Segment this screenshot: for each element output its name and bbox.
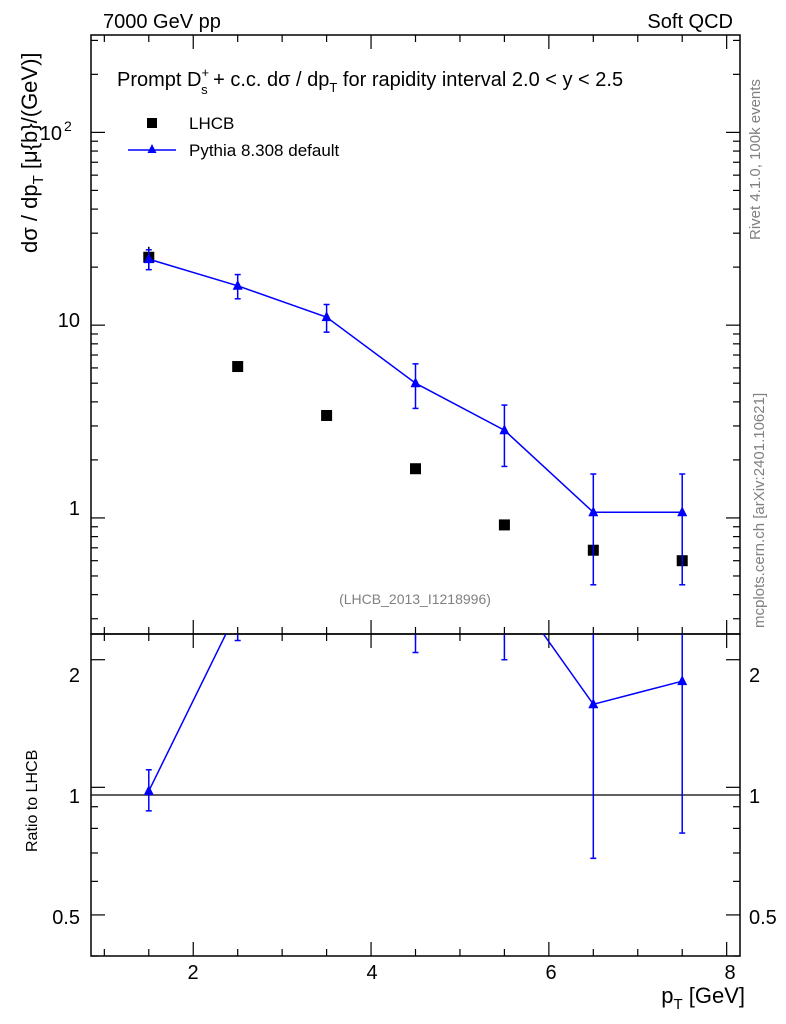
x-ticks bbox=[103, 35, 728, 956]
ratio-ytick-label-right-0.5: 0.5 bbox=[749, 907, 777, 929]
ratio-data-layer bbox=[143, 565, 688, 860]
lhcb-point bbox=[321, 409, 333, 421]
header-left: 7000 GeV pp bbox=[103, 11, 221, 33]
main-data-layer bbox=[143, 246, 688, 586]
legend-pythia-marker bbox=[147, 144, 157, 153]
legend-lhcb-label: LHCB bbox=[189, 114, 234, 133]
ratio-ytick-label-right-2: 2 bbox=[749, 665, 760, 687]
xtick-label-8: 8 bbox=[724, 962, 735, 984]
plot-title: Prompt D+ s + c.c. dσ / dpT for rapidity … bbox=[117, 65, 623, 97]
ratio-point bbox=[499, 573, 509, 583]
legend-pythia-label: Pythia 8.308 default bbox=[189, 141, 340, 160]
ratio-ytick-label-2: 2 bbox=[69, 665, 80, 687]
pythia-point bbox=[143, 253, 154, 264]
main-ytick-label-1: 1 bbox=[69, 498, 80, 520]
legend-lhcb-marker bbox=[147, 118, 157, 128]
ratio-point bbox=[677, 675, 688, 686]
x-axis-title: pT [GeV] bbox=[661, 983, 745, 1013]
xtick-label-4: 4 bbox=[366, 962, 377, 984]
main-y-axis-title: dσ / dpT [μ{b}/(GeV)] bbox=[17, 52, 47, 253]
ratio-y-ticks bbox=[91, 659, 740, 957]
ratio-point bbox=[322, 565, 332, 575]
ratio-point bbox=[233, 604, 243, 614]
pythia-point bbox=[677, 506, 688, 517]
analysis-id: (LHCB_2013_I1218996) bbox=[339, 591, 491, 607]
pythia-point bbox=[232, 279, 243, 290]
pythia-point bbox=[499, 424, 510, 435]
rivet-label: Rivet 4.1.0, 100k events bbox=[747, 79, 764, 240]
ratio-y-axis-title: Ratio to LHCB bbox=[24, 750, 41, 852]
ratio-point bbox=[143, 785, 154, 796]
main-ytick-label-100-exp: 2 bbox=[64, 118, 72, 134]
pythia-point bbox=[588, 506, 599, 517]
lhcb-point bbox=[410, 463, 421, 475]
main-y-ticks bbox=[91, 39, 740, 620]
ratio-point bbox=[588, 698, 599, 709]
pythia-point bbox=[410, 377, 421, 388]
header-right: Soft QCD bbox=[647, 11, 733, 33]
xtick-label-6: 6 bbox=[545, 962, 556, 984]
mcplots-label: mcplots.cern.ch [arXiv:2401.10621] bbox=[751, 393, 768, 628]
lhcb-point bbox=[498, 519, 510, 531]
xtick-label-2: 2 bbox=[187, 962, 198, 984]
ratio-ytick-label-right-1: 1 bbox=[749, 786, 760, 808]
main-ytick-label-100: 10 bbox=[40, 123, 62, 145]
ratio-ytick-label-0.5: 0.5 bbox=[52, 907, 80, 929]
lhcb-point bbox=[232, 361, 244, 373]
pythia-point bbox=[321, 311, 332, 322]
ratio-ytick-label-1: 1 bbox=[69, 786, 80, 808]
main-ytick-label-10: 10 bbox=[58, 310, 80, 332]
